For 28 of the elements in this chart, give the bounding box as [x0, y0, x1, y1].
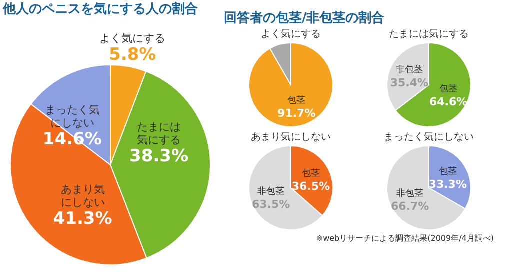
slice-label: あまり気にしない [60, 182, 105, 209]
data-label: 38.3% [130, 146, 189, 166]
chart-title: よく気にする [261, 29, 321, 40]
data-label: 35.4% [390, 76, 429, 90]
chart-title: まったく気にしない [384, 132, 474, 143]
chart-title: たまには気にする [389, 29, 469, 40]
data-label: 5.8% [109, 45, 156, 66]
data-label: 36.5% [292, 180, 330, 194]
slice-label: 包茎 [288, 95, 306, 106]
data-label: 64.6% [429, 96, 468, 109]
data-label: 66.7% [391, 200, 430, 213]
slice-label: よく気にする [100, 32, 166, 46]
slice-label: 包茎 [440, 84, 458, 95]
pie-slice [248, 42, 334, 128]
slice-label: 包茎 [438, 166, 457, 178]
text: 回答者の包茎/非包茎の割合 [224, 10, 385, 26]
slice-label: 非包茎 [396, 64, 423, 76]
text: ※webリサーチによる調査結果(2009年/4月調べ) [316, 234, 494, 243]
chart-title: あまり気にしない [251, 132, 331, 143]
data-label: 41.3% [53, 208, 112, 229]
chart-title: 他人のペニスを気にする人の割合 [2, 1, 198, 18]
slice-label: 非包茎 [396, 188, 424, 199]
slice-label: 非包茎 [258, 186, 285, 197]
data-label: 91.7% [278, 107, 316, 120]
slice-label: 包茎 [302, 168, 320, 180]
data-label: 63.5% [252, 198, 290, 211]
data-label: 33.3% [428, 178, 467, 192]
slice-label: たまには気にする [137, 120, 182, 146]
